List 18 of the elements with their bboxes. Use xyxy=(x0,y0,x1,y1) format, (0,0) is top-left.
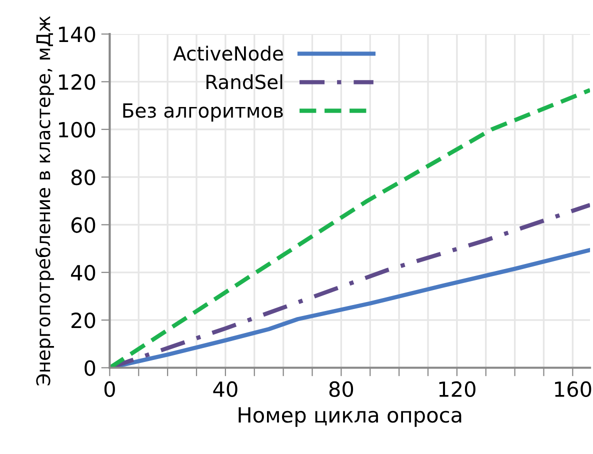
legend-label: Без алгоритмов xyxy=(123,103,283,122)
x-axis-title: Номер цикла опроса xyxy=(238,407,462,427)
y-axis-title: Энергопотребление в кластере, мДж xyxy=(36,16,54,386)
legend-label: RandSel xyxy=(206,74,282,90)
y-tick-label: 60 xyxy=(71,217,96,233)
y-tick-label: 120 xyxy=(59,74,96,90)
y-tick-label: 100 xyxy=(59,122,96,138)
x-tick-label: 40 xyxy=(213,381,238,398)
x-tick-label: 80 xyxy=(329,381,354,398)
y-tick-label: 20 xyxy=(72,312,96,328)
x-tick-label: 120 xyxy=(439,381,476,398)
y-tick-label: 140 xyxy=(59,26,96,42)
x-tick-label: 0 xyxy=(104,381,115,398)
y-tick-label: 0 xyxy=(84,360,96,376)
y-tick-label: 40 xyxy=(71,264,96,281)
y-tick-label: 80 xyxy=(71,170,96,186)
x-tick-label: 160 xyxy=(555,381,592,398)
legend-label: ActiveNode xyxy=(173,46,283,61)
